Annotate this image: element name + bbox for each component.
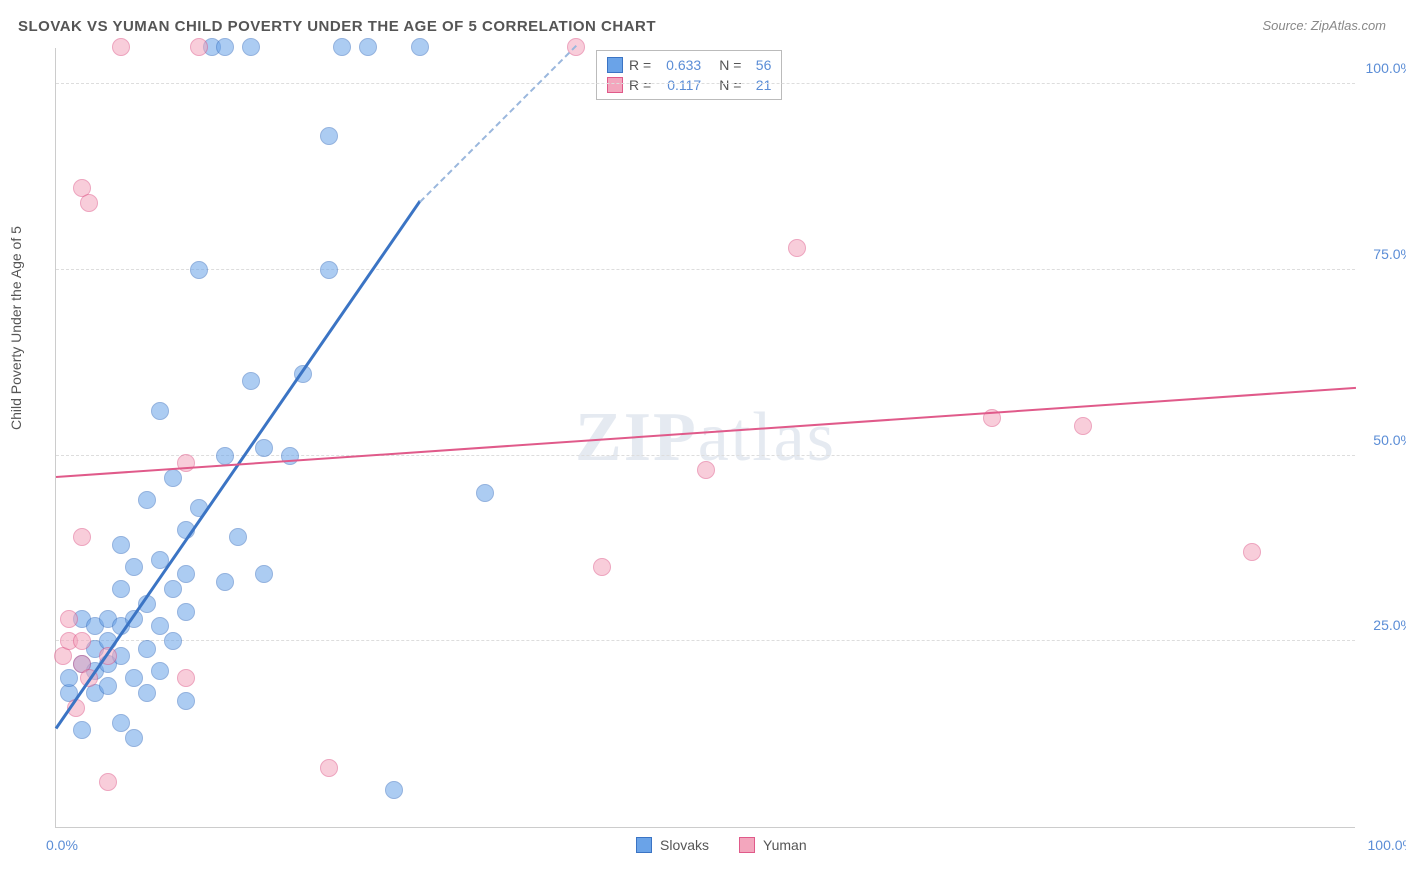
y-tick-label: 75.0% [1361, 246, 1406, 262]
data-point [138, 491, 156, 509]
data-point [73, 632, 91, 650]
data-point [60, 669, 78, 687]
data-point [164, 632, 182, 650]
legend-row: R = 0.117N = 21 [607, 75, 771, 95]
data-point [73, 528, 91, 546]
gridline [56, 640, 1355, 641]
correlation-legend: R = 0.633N = 56R = 0.117N = 21 [596, 50, 782, 100]
legend-item: Slovaks [636, 837, 709, 853]
trend-line [419, 45, 576, 202]
y-tick-label: 100.0% [1361, 60, 1406, 76]
data-point [255, 565, 273, 583]
data-point [1243, 543, 1261, 561]
data-point [229, 528, 247, 546]
x-tick-label: 0.0% [46, 837, 78, 853]
data-point [177, 692, 195, 710]
data-point [164, 580, 182, 598]
data-point [190, 38, 208, 56]
data-point [73, 655, 91, 673]
data-point [164, 469, 182, 487]
data-point [593, 558, 611, 576]
data-point [697, 461, 715, 479]
x-tick-label: 100.0% [1368, 837, 1406, 853]
data-point [125, 558, 143, 576]
data-point [242, 38, 260, 56]
legend-item: Yuman [739, 837, 807, 853]
data-point [1074, 417, 1092, 435]
data-point [99, 610, 117, 628]
series-legend: Slovaks Yuman [636, 837, 807, 853]
data-point [190, 261, 208, 279]
data-point [112, 714, 130, 732]
data-point [73, 721, 91, 739]
data-point [112, 38, 130, 56]
legend-row: R = 0.633N = 56 [607, 55, 771, 75]
data-point [320, 759, 338, 777]
y-axis-label: Child Poverty Under the Age of 5 [8, 226, 24, 430]
data-point [177, 565, 195, 583]
data-point [112, 647, 130, 665]
data-point [359, 38, 377, 56]
trend-line [56, 387, 1356, 478]
legend-swatch [607, 77, 623, 93]
data-point [177, 669, 195, 687]
gridline [56, 269, 1355, 270]
gridline [56, 83, 1355, 84]
data-point [80, 194, 98, 212]
legend-swatch [636, 837, 652, 853]
data-point [320, 127, 338, 145]
data-point [385, 781, 403, 799]
data-point [216, 38, 234, 56]
data-point [60, 632, 78, 650]
data-point [54, 647, 72, 665]
data-point [73, 179, 91, 197]
legend-swatch [607, 57, 623, 73]
data-point [99, 677, 117, 695]
data-point [60, 610, 78, 628]
data-point [177, 603, 195, 621]
data-point [151, 617, 169, 635]
y-tick-label: 50.0% [1361, 432, 1406, 448]
data-point [86, 684, 104, 702]
chart-title: SLOVAK VS YUMAN CHILD POVERTY UNDER THE … [18, 18, 656, 35]
data-point [788, 239, 806, 257]
data-point [203, 38, 221, 56]
data-point [151, 402, 169, 420]
data-point [138, 684, 156, 702]
data-point [411, 38, 429, 56]
data-point [216, 447, 234, 465]
data-point [86, 640, 104, 658]
data-point [138, 640, 156, 658]
data-point [73, 610, 91, 628]
data-point [125, 729, 143, 747]
data-point [86, 617, 104, 635]
data-point [112, 536, 130, 554]
data-point [125, 669, 143, 687]
y-tick-label: 25.0% [1361, 617, 1406, 633]
data-point [333, 38, 351, 56]
data-point [242, 372, 260, 390]
gridline [56, 455, 1355, 456]
source-attribution: Source: ZipAtlas.com [1262, 18, 1386, 33]
data-point [112, 580, 130, 598]
legend-swatch [739, 837, 755, 853]
data-point [216, 573, 234, 591]
data-point [320, 261, 338, 279]
data-point [99, 773, 117, 791]
data-point [476, 484, 494, 502]
data-point [73, 655, 91, 673]
data-point [151, 662, 169, 680]
chart-plot-area: ZIPatlas R = 0.633N = 56R = 0.117N = 21 … [55, 48, 1355, 828]
